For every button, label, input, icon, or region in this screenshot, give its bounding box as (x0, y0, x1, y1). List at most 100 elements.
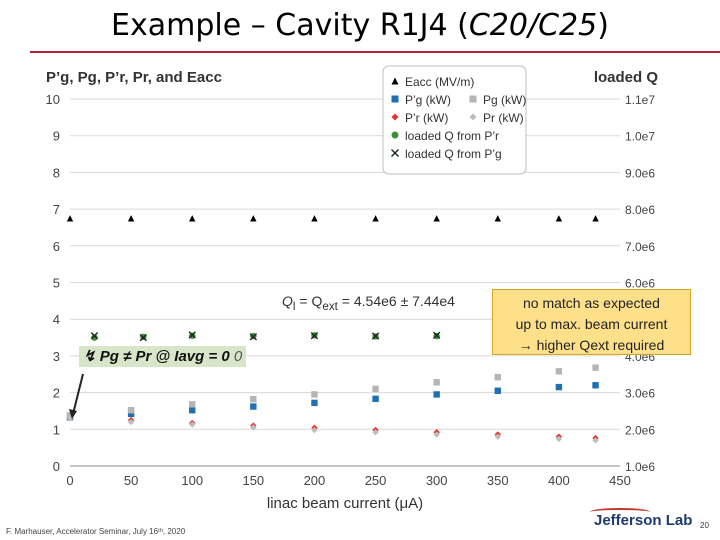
data-point (311, 391, 318, 398)
x-tick-label: 150 (242, 473, 264, 488)
data-point (139, 333, 148, 342)
title-prefix: Example – Cavity R1J4 ( (111, 8, 469, 43)
x-tick-label: 350 (487, 473, 509, 488)
y-left-tick-label: 8 (53, 165, 60, 180)
legend-marker (391, 149, 399, 157)
data-point (433, 215, 440, 222)
y-left-tick-label: 4 (53, 312, 60, 327)
data-point (66, 215, 74, 222)
data-point (494, 387, 501, 394)
data-point (250, 215, 257, 222)
legend-marker (391, 113, 399, 121)
ql-text-2: = Q (295, 293, 323, 309)
data-point (555, 435, 563, 443)
x-tick-label: 0 (66, 473, 73, 488)
cross-stroke (371, 332, 380, 340)
y-left-tick-label: 10 (46, 92, 60, 107)
data-point (188, 331, 196, 339)
legend-label: loaded Q from P’r (405, 129, 499, 143)
y-left-axis-label: P’g, Pg, P’r, Pr, and Eacc (46, 69, 222, 86)
data-point (592, 382, 599, 389)
x-tick-label: 250 (365, 473, 387, 488)
cross-stroke (310, 332, 319, 340)
data-point (189, 421, 196, 428)
cross-stroke (188, 331, 196, 339)
data-point (372, 429, 379, 436)
data-point (127, 410, 135, 418)
y-right-tick-label: 7.0e6 (625, 240, 655, 254)
data-point (371, 332, 380, 340)
legend-box (382, 65, 527, 175)
legend-label: P’r (kW) (405, 111, 448, 125)
data-point (555, 383, 563, 391)
y-left-tick-label: 2 (53, 386, 60, 401)
data-point (592, 215, 599, 222)
annotation-arrow (72, 373, 84, 415)
ql-sub-1: l (292, 299, 296, 313)
cross-stroke (90, 332, 99, 340)
jefferson-lab-logo: Jefferson Lab (594, 512, 693, 529)
data-point (127, 407, 135, 414)
series-1 (66, 382, 599, 421)
data-point (432, 331, 441, 340)
slide-title: Example – Cavity R1J4 (C20/C25) (0, 8, 720, 43)
y-right-tick-label: 1.0e7 (625, 130, 655, 144)
ql-text-1: Q (282, 293, 293, 309)
data-point (250, 424, 257, 431)
x-tick-label: 100 (181, 473, 203, 488)
title-suffix: ) (597, 8, 609, 43)
callout-line-3: → higher Qext required (518, 337, 665, 353)
x-axis-label: linac beam current (μA) (267, 495, 423, 512)
data-point (189, 401, 196, 408)
data-point (127, 418, 135, 426)
y-right-tick-label: 1.0e6 (625, 460, 655, 474)
pg-note-tail: 0 (233, 348, 243, 365)
cross-stroke (249, 333, 258, 341)
data-point (250, 403, 257, 410)
axes-layer: 0123456789101.0e62.0e63.0e64.0e65.0e66.0… (46, 69, 659, 512)
callout-box: no match as expected up to max. beam cur… (492, 289, 691, 355)
legend-marker (469, 113, 477, 121)
data-point (433, 431, 440, 438)
data-point (189, 215, 196, 222)
ql-sub-2: ext (322, 299, 338, 313)
title-rule (30, 51, 720, 53)
annotation-arrowhead (69, 409, 77, 419)
y-left-tick-label: 9 (53, 129, 60, 144)
series-layer (66, 215, 599, 444)
data-point (250, 396, 257, 403)
data-point (90, 332, 99, 340)
data-point (592, 364, 599, 371)
data-point (189, 407, 196, 414)
data-point (311, 426, 318, 434)
y-left-tick-label: 0 (53, 459, 60, 474)
footer-text: F. Marhauser, Accelerator Seminar, July … (6, 527, 186, 536)
data-point (127, 215, 135, 222)
cross-stroke (139, 333, 148, 342)
title-italic: C20/C25 (468, 8, 598, 43)
y-right-tick-label: 6.0e6 (625, 277, 655, 291)
legend-marker (391, 131, 399, 139)
data-point (372, 395, 379, 403)
data-point (433, 379, 440, 386)
legend-label: Pg (kW) (483, 93, 526, 107)
y-left-tick-label: 1 (53, 422, 60, 437)
series-0 (66, 215, 599, 222)
logo-swoosh (590, 508, 650, 516)
legend-label: Pr (kW) (483, 111, 524, 125)
data-point (555, 215, 563, 222)
legend-marker (391, 95, 399, 103)
legend-label: P’g (kW) (405, 93, 451, 107)
y-right-tick-label: 1.1e7 (625, 93, 655, 107)
y-right-tick-label: 9.0e6 (625, 166, 655, 180)
y-right-axis-label: loaded Q (594, 69, 659, 86)
legend: Eacc (MV/m) P’g (kW) Pg (kW) P’r (kW) Pr (kW… (382, 65, 527, 175)
page-number: 20 (700, 521, 709, 530)
data-point (311, 215, 318, 222)
grid (70, 98, 620, 467)
legend-label: Eacc (MV/m) (405, 75, 474, 89)
y-left-tick-label: 6 (53, 239, 60, 254)
x-tick-label: 200 (304, 473, 326, 488)
series-3 (66, 415, 599, 442)
